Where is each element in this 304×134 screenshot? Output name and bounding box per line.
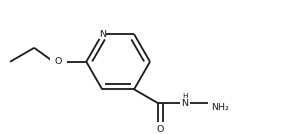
Text: O: O [55, 57, 62, 66]
Text: NH₂: NH₂ [211, 103, 229, 112]
Text: H: H [182, 93, 188, 99]
Text: N: N [99, 30, 106, 39]
Text: N: N [181, 99, 188, 108]
Text: O: O [157, 125, 164, 134]
